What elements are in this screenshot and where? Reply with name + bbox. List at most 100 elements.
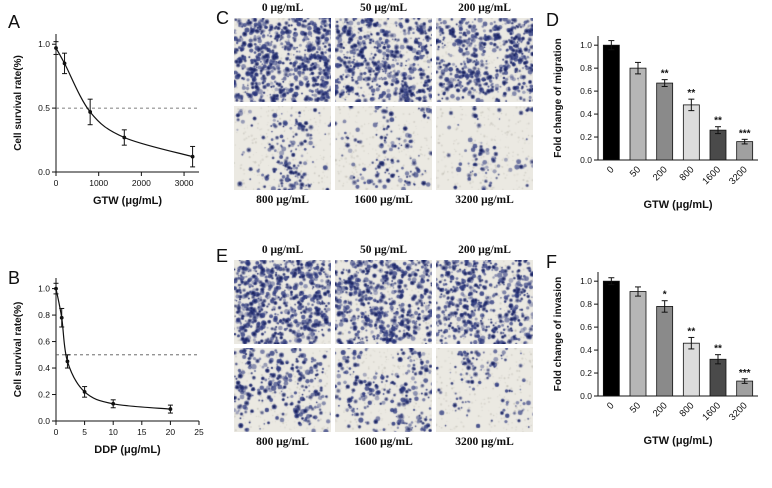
bar	[602, 280, 620, 397]
bar	[656, 82, 674, 161]
y-tick-label: 0.0	[38, 167, 50, 177]
panel-label-a: A	[8, 12, 21, 32]
bar	[709, 358, 727, 397]
significance-stars: *	[663, 290, 667, 301]
x-tick-label: 200	[651, 164, 670, 183]
panel-label-d: D	[546, 10, 559, 30]
micrograph-image-migration-3200	[436, 106, 533, 190]
panel-label-b: B	[8, 268, 21, 288]
panel-label-e: E	[216, 246, 229, 266]
x-tick-label: 0	[54, 178, 59, 188]
chart-cell-survival-ddp: 0 5 10 15 20 25 0.0 0.2 0.4 0.6 0.8 1.0 DDP (μg/mL) C…	[13, 278, 204, 456]
data-point	[88, 110, 93, 114]
significance-stars: **	[661, 69, 669, 80]
significance-stars: ***	[739, 368, 751, 379]
x-tick-label: 800	[677, 164, 696, 183]
micrograph-labels-top: 0 μg/mL 50 μg/mL 200 μg/mL	[234, 242, 533, 258]
micrograph-label: 800 μg/mL	[256, 436, 309, 448]
y-tick-label: 1.0	[38, 284, 50, 294]
x-tick-label: 1000	[89, 178, 108, 188]
y-tick-label: 1.0	[580, 40, 592, 50]
micrograph-label: 3200 μg/mL	[455, 194, 514, 206]
data-point	[54, 286, 58, 291]
y-tick-label: 1.0	[38, 39, 50, 49]
bar	[682, 104, 700, 161]
micrograph-label: 0 μg/mL	[261, 2, 304, 14]
micrograph-grid-migration	[234, 18, 533, 190]
data-point	[59, 315, 64, 320]
y-tick-label: 0.2	[580, 132, 592, 142]
y-axis-title: Fold change of migration	[553, 38, 564, 157]
x-tick-label: 0	[54, 427, 59, 437]
micrograph-label: 1600 μg/mL	[354, 194, 413, 206]
micrograph-image-invasion-1600	[335, 348, 432, 432]
y-tick-label: 0.0	[580, 155, 592, 165]
x-tick-label: 1600	[700, 164, 723, 187]
micrograph-image-invasion-50	[335, 260, 432, 344]
y-tick-label: 0.8	[38, 310, 50, 320]
x-tick-label: 0	[605, 164, 617, 176]
micrograph-label: 50 μg/mL	[359, 244, 408, 256]
x-tick-label: 10	[108, 427, 118, 437]
significance-stars: **	[687, 326, 695, 337]
x-tick-label: 800	[677, 400, 696, 419]
data-point	[62, 61, 67, 66]
significance-stars: ***	[739, 128, 751, 139]
micrograph-image-invasion-200	[436, 260, 533, 344]
fit-curve	[55, 288, 171, 410]
y-tick-label: 0.8	[580, 63, 592, 73]
panel-label-f: F	[546, 252, 557, 272]
data-point	[122, 135, 127, 140]
y-tick-label: 0.0	[38, 416, 50, 426]
y-tick-label: 0.4	[580, 109, 592, 119]
y-axis-title: Cell survival rate(%)	[13, 55, 24, 151]
x-axis-title: GTW (μg/mL)	[643, 435, 712, 447]
chart-cell-survival-gtw: 0 1000 2000 3000 0.0 0.5 1.0 GTW (μg/mL) Cell su…	[13, 34, 199, 207]
bar	[629, 291, 647, 397]
x-tick-label: 0	[605, 400, 617, 412]
y-tick-label: 0.6	[38, 337, 50, 347]
micrograph-image-invasion-3200	[436, 348, 533, 432]
bar	[709, 129, 727, 161]
x-tick-label: 3000	[175, 178, 194, 188]
micrograph-panel-migration: 0 μg/mL 50 μg/mL 200 μg/mL 800 μg/mL 160…	[234, 0, 533, 208]
data-point	[54, 46, 58, 50]
y-tick-label: 0.2	[38, 390, 50, 400]
x-axis-title: GTW (μg/mL)	[643, 199, 712, 211]
micrograph-image-migration-0	[234, 18, 331, 102]
significance-stars: **	[687, 88, 695, 99]
x-tick-label: 1600	[700, 400, 723, 423]
x-tick-label: 2000	[132, 178, 151, 188]
micrograph-image-migration-50	[335, 18, 432, 102]
y-axis-title: Cell survival rate(%)	[13, 302, 24, 398]
micrograph-image-invasion-0	[234, 260, 331, 344]
micrograph-image-migration-800	[234, 106, 331, 190]
significance-stars: **	[714, 344, 722, 355]
y-tick-label: 0.5	[38, 103, 50, 113]
data-point	[168, 407, 173, 411]
x-tick-label: 25	[194, 427, 204, 437]
data-point	[111, 401, 116, 406]
x-tick-label: 20	[166, 427, 176, 437]
x-tick-label: 3200	[727, 164, 750, 187]
bar	[656, 306, 674, 397]
chart-fold-change-invasion: 0.0 0.2 0.4 0.6 0.8 1.0 0 50 * 200 ** 800 ** 1600 *** 3…	[553, 272, 758, 447]
x-tick-label: 15	[137, 427, 147, 437]
y-axis-title: Fold change of invasion	[553, 277, 564, 391]
micrograph-labels-bottom: 800 μg/mL 1600 μg/mL 3200 μg/mL	[234, 434, 533, 450]
bar	[602, 44, 620, 161]
micrograph-labels-top: 0 μg/mL 50 μg/mL 200 μg/mL	[234, 0, 533, 16]
micrograph-image-invasion-800	[234, 348, 331, 432]
y-tick-label: 1.0	[580, 276, 592, 286]
x-tick-label: 200	[651, 400, 670, 419]
data-point	[82, 389, 87, 394]
micrograph-panel-invasion: 0 μg/mL 50 μg/mL 200 μg/mL 800 μg/mL 160…	[234, 242, 533, 450]
bar	[682, 342, 700, 397]
y-tick-label: 0.4	[580, 345, 592, 355]
micrograph-labels-bottom: 800 μg/mL 1600 μg/mL 3200 μg/mL	[234, 192, 533, 208]
micrograph-label: 50 μg/mL	[359, 2, 408, 14]
x-axis-title: GTW (μg/mL)	[93, 195, 162, 207]
x-tick-label: 5	[82, 427, 87, 437]
chart-fold-change-migration: 0.0 0.2 0.4 0.6 0.8 1.0 0 50 ** 200 ** 800 ** 1600 ***…	[553, 36, 758, 211]
